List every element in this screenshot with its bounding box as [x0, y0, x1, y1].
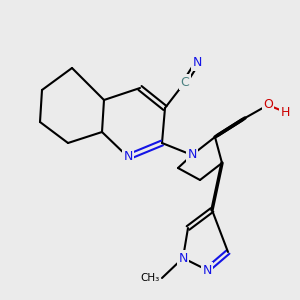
Text: H: H [280, 106, 290, 118]
Text: N: N [123, 151, 133, 164]
Text: N: N [187, 148, 197, 161]
Text: N: N [178, 251, 188, 265]
Text: O: O [263, 98, 273, 112]
Text: N: N [192, 56, 202, 70]
Text: N: N [202, 263, 212, 277]
Text: CH₃: CH₃ [141, 273, 160, 283]
Text: C: C [181, 76, 189, 88]
